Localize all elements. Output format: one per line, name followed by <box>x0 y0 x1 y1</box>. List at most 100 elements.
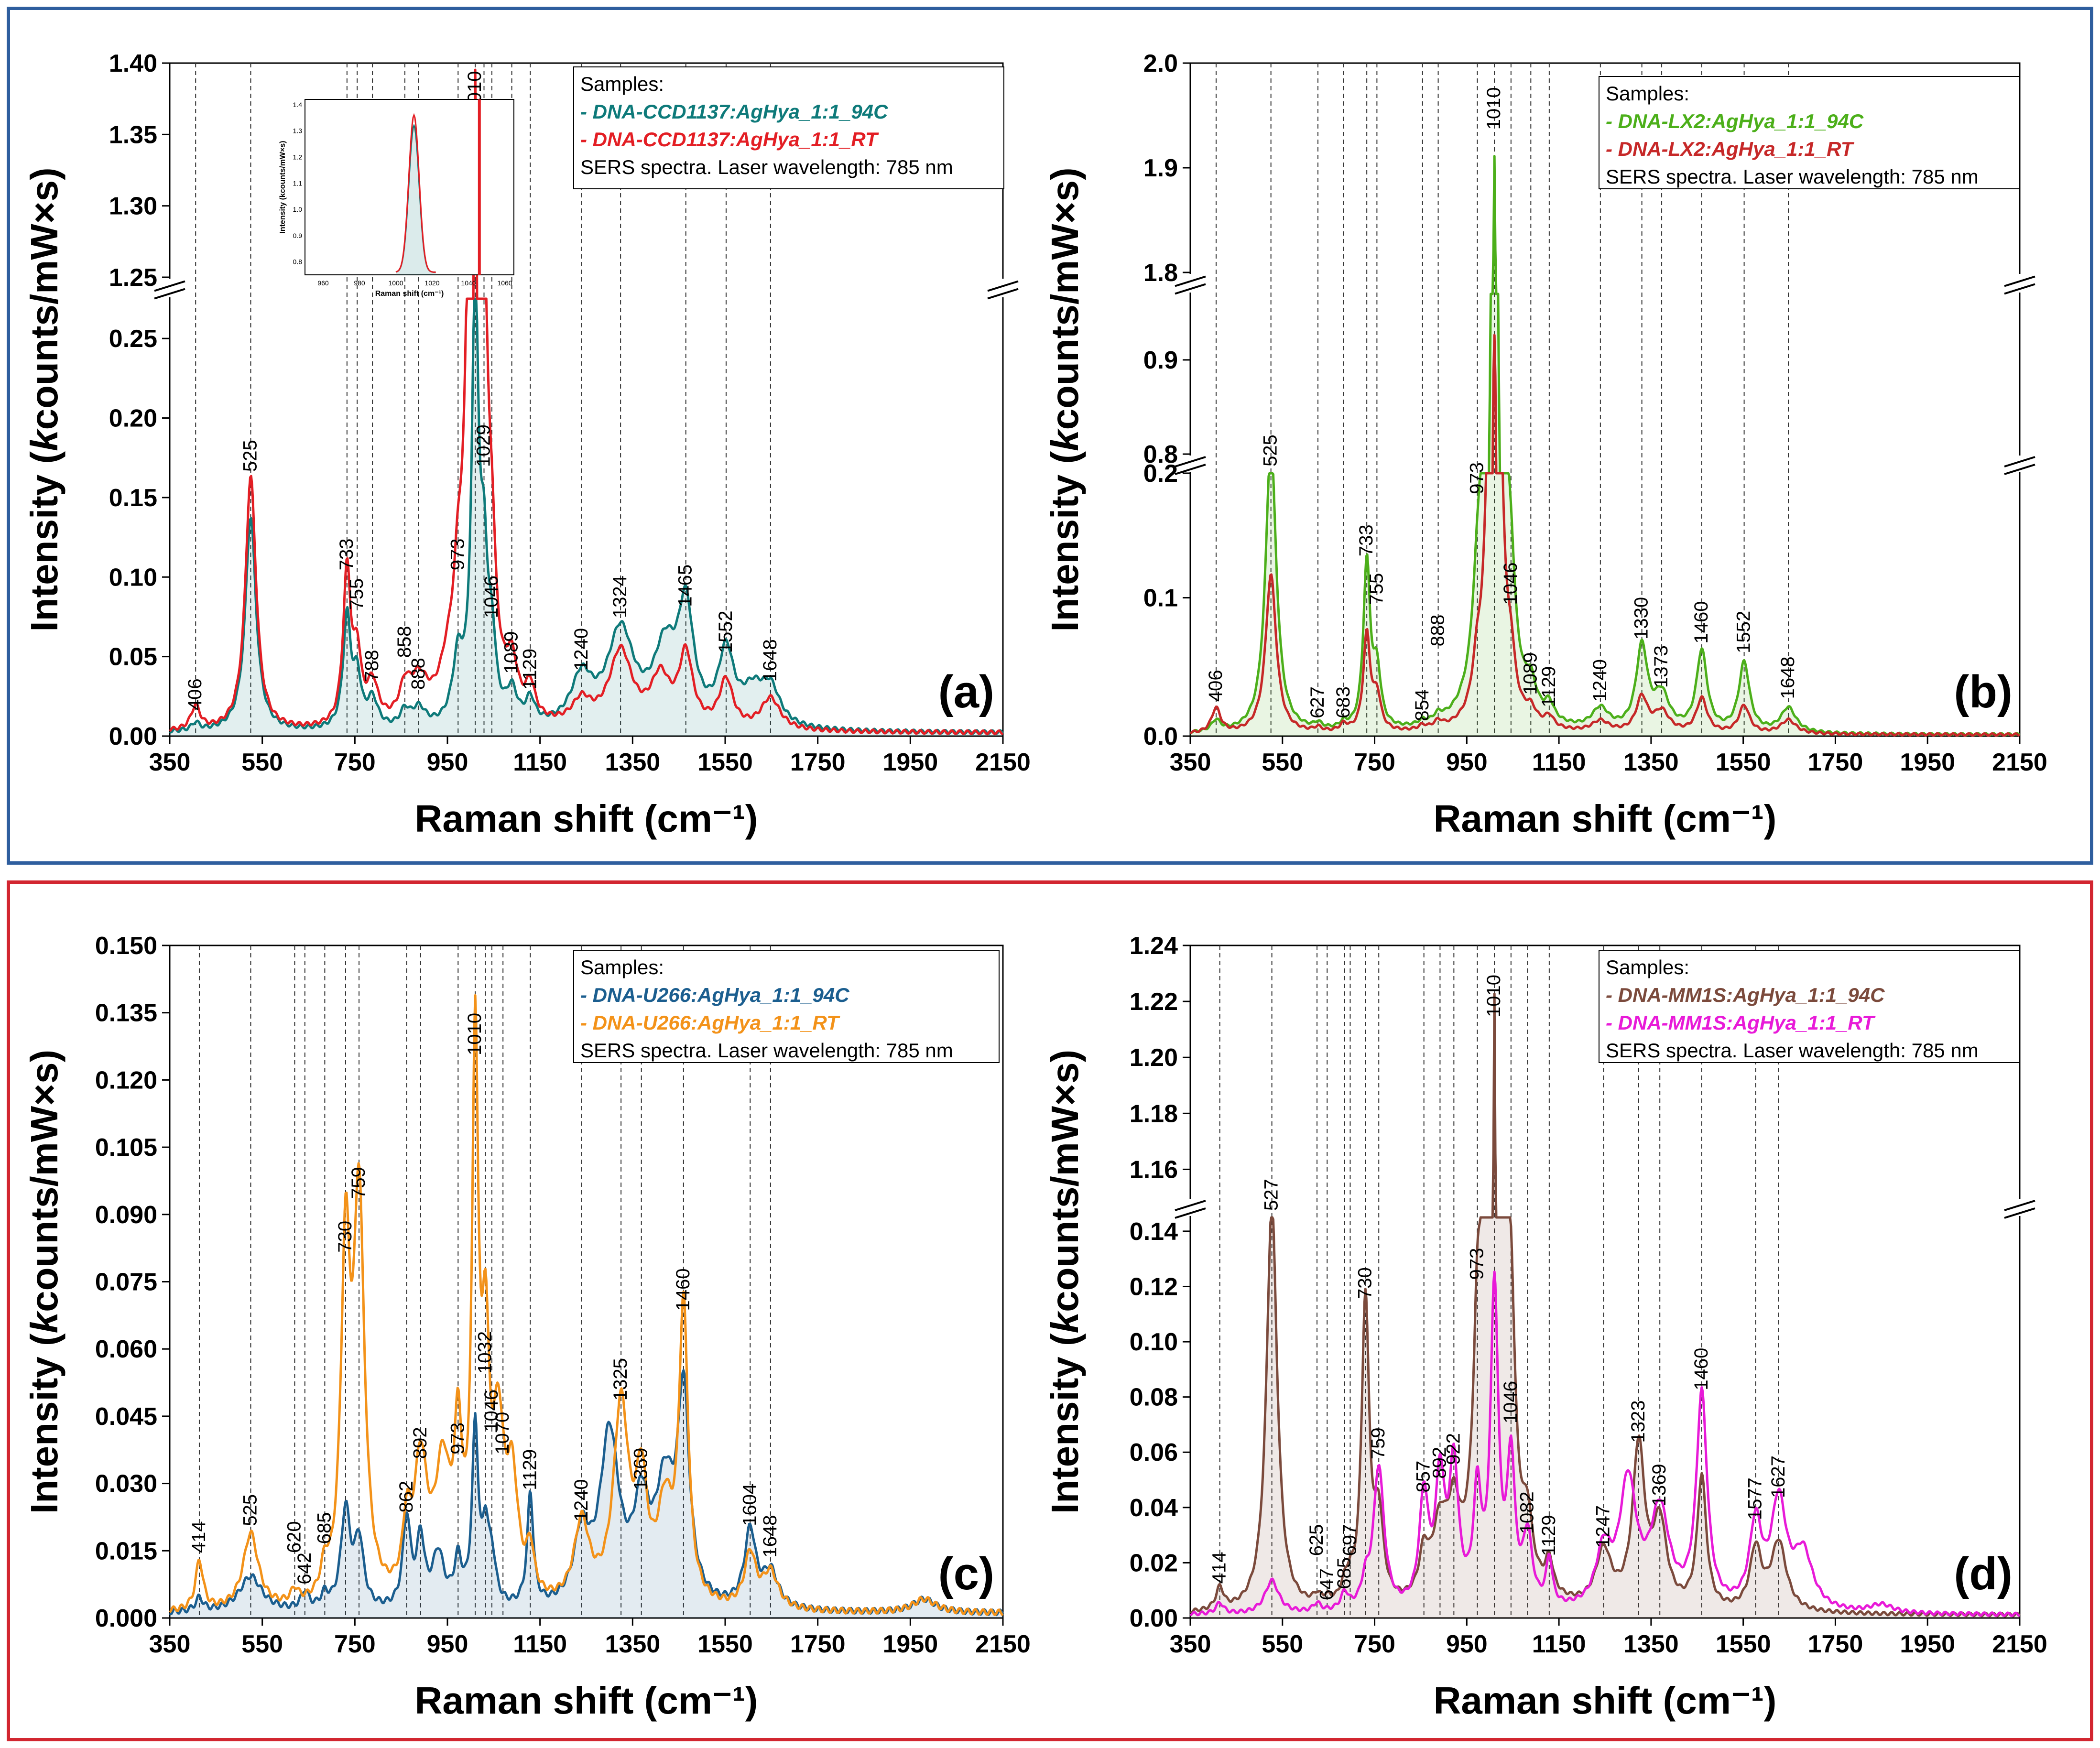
x-tick-label-550: 550 <box>1262 749 1303 776</box>
series-fill-0 <box>170 1370 1003 1618</box>
peak-label-892: 892 <box>410 1427 431 1459</box>
peak-label-973: 973 <box>447 1422 468 1455</box>
x-tick-label-750: 750 <box>334 749 376 776</box>
peak-label-1046: 1046 <box>481 1390 502 1432</box>
y-tick-label: 0.08 <box>1130 1384 1178 1411</box>
inset-y-tick-label: 1.2 <box>293 153 303 161</box>
legend-note: SERS spectra. Laser wavelength: 785 nm <box>580 156 953 178</box>
y-axis-label: Intensity (kcounts/mW×s) <box>23 1050 65 1514</box>
peak-label-1369: 1369 <box>1649 1464 1670 1506</box>
peak-label-1648: 1648 <box>760 1515 781 1557</box>
plot-frame <box>169 62 1004 737</box>
series-line-0 <box>1189 992 2021 1618</box>
inset-y-label: Intensity (kcounts/mW×s) <box>279 141 287 233</box>
peak-label-406: 406 <box>185 678 206 710</box>
y-tick-label: 0.060 <box>95 1335 157 1363</box>
y-tick-label: 1.35 <box>109 121 157 149</box>
peak-label-858: 858 <box>394 626 415 658</box>
series-line-1 <box>1189 334 2020 737</box>
legend-entry-0: - DNA-LX2:AgHya_1:1_94C <box>1606 110 1864 132</box>
y-tick-label: 1.18 <box>1130 1100 1178 1128</box>
x-tick-label-1750: 1750 <box>1808 749 1863 776</box>
peak-label-788: 788 <box>361 650 382 682</box>
inset-y-tick-label: 1.0 <box>293 206 303 213</box>
y-tick-label: 0.105 <box>95 1134 157 1162</box>
peak-label-1240: 1240 <box>571 628 592 671</box>
legend-header: Samples: <box>1606 956 1689 978</box>
x-tick-label-750: 750 <box>1354 1630 1395 1658</box>
y-tick-label: 0.14 <box>1130 1218 1178 1246</box>
peak-label-854: 854 <box>1412 689 1433 721</box>
axis-break-mark <box>2004 275 2035 287</box>
legend-entry-1: - DNA-LX2:AgHya_1:1_RT <box>1606 138 1855 160</box>
series-line-0 <box>1190 155 2021 737</box>
legend-box <box>573 950 1000 1063</box>
peak-label-759: 759 <box>1368 1427 1389 1459</box>
y-tick-label: 0.030 <box>95 1470 157 1498</box>
series-fill-0 <box>1190 156 2020 736</box>
x-tick-label-1550: 1550 <box>1716 1630 1771 1658</box>
peak-label-1465: 1465 <box>675 565 696 607</box>
peak-label-973: 973 <box>1467 1248 1488 1280</box>
peak-label-1460: 1460 <box>1691 601 1712 644</box>
peak-label-1129: 1129 <box>1538 1515 1559 1556</box>
inset-x-tick-label: 1040 <box>461 279 476 287</box>
x-axis-label: Raman shift (cm⁻¹) <box>1434 797 1777 840</box>
x-tick-label-2150: 2150 <box>1992 749 2047 776</box>
y-tick-label: 0.1 <box>1143 585 1178 612</box>
axis-break-mark <box>2004 283 2035 295</box>
legend-note: SERS spectra. Laser wavelength: 785 nm <box>1606 165 1979 188</box>
axis-break-mark <box>1175 1200 1206 1211</box>
x-tick-label-1350: 1350 <box>1623 1630 1679 1658</box>
x-tick-label-550: 550 <box>1262 1630 1303 1658</box>
peak-label-414: 414 <box>188 1521 209 1553</box>
inset-y-tick-label: 1.4 <box>293 101 303 109</box>
peak-label-733: 733 <box>336 539 357 571</box>
peak-label-888: 888 <box>408 658 429 690</box>
peak-label-1323: 1323 <box>1628 1400 1649 1443</box>
y-tick-label: 0.00 <box>1130 1605 1178 1632</box>
peak-label-685: 685 <box>1334 1557 1355 1589</box>
panel-label: (d) <box>1954 1548 2013 1599</box>
peak-label-1010: 1010 <box>464 1013 485 1055</box>
peak-label-1070: 1070 <box>492 1412 513 1455</box>
peak-label-733: 733 <box>1356 524 1377 556</box>
x-tick-label-950: 950 <box>1446 1630 1488 1658</box>
peak-label-973: 973 <box>1467 462 1488 494</box>
legend-entry-0: - DNA-MM1S:AgHya_1:1_94C <box>1606 984 1885 1006</box>
inset-x-tick-label: 1020 <box>424 279 439 287</box>
peak-label-1010: 1010 <box>1483 975 1504 1017</box>
peak-label-1552: 1552 <box>1733 611 1754 653</box>
x-tick-label-550: 550 <box>241 749 283 776</box>
y-tick-label: 2.0 <box>1143 50 1178 77</box>
peak-label-1129: 1129 <box>519 649 540 690</box>
x-tick-label-1750: 1750 <box>790 1630 846 1658</box>
peak-label-730: 730 <box>1354 1267 1375 1299</box>
y-tick-label: 0.2 <box>1143 460 1178 488</box>
peak-label-685: 685 <box>314 1512 335 1544</box>
y-tick-label: 0.10 <box>1130 1328 1178 1356</box>
inset-x-tick-label: 980 <box>354 279 365 287</box>
inset-x-tick-label: 1060 <box>497 279 512 287</box>
panel-group-frame-top <box>7 7 2093 865</box>
x-tick-label-1950: 1950 <box>882 749 938 776</box>
y-tick-label: 0.0 <box>1143 723 1178 750</box>
x-tick-label-1950: 1950 <box>1900 1630 1955 1658</box>
legend-entry-1: - DNA-U266:AgHya_1:1_RT <box>580 1011 840 1034</box>
y-tick-label: 1.9 <box>1143 154 1178 182</box>
peak-label-1577: 1577 <box>1745 1477 1766 1520</box>
inset-y-tick-label: 1.1 <box>293 179 303 187</box>
peak-label-1032: 1032 <box>474 1331 495 1374</box>
peak-label-1046: 1046 <box>481 575 502 618</box>
peak-label-922: 922 <box>1443 1433 1464 1465</box>
y-tick-label: 0.150 <box>95 932 157 960</box>
x-tick-label-350: 350 <box>149 1630 191 1658</box>
panel-group-frame-bottom <box>7 880 2093 1741</box>
y-tick-label: 0.9 <box>1143 347 1178 374</box>
axis-break-mark <box>1175 275 1206 287</box>
x-tick-label-1350: 1350 <box>605 749 660 776</box>
plot-frame <box>1189 62 2021 737</box>
peak-label-888: 888 <box>1427 615 1448 647</box>
peak-label-973: 973 <box>447 539 468 571</box>
x-tick-label-350: 350 <box>1170 749 1211 776</box>
